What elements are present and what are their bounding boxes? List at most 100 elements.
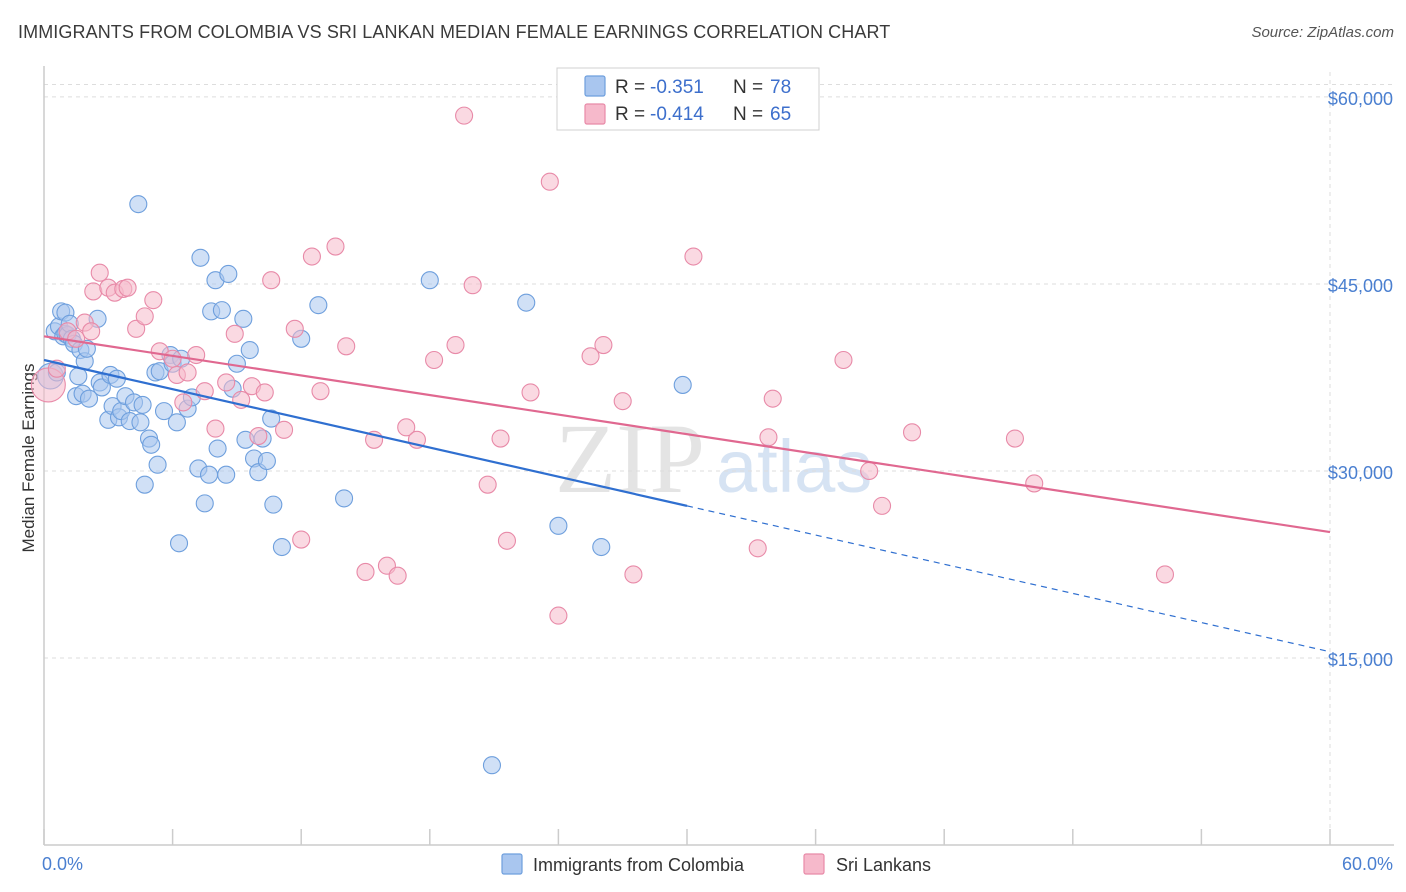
colombia-point-60: [234, 309, 253, 328]
colombia-point-44: [169, 534, 189, 553]
colombia-point-69: [272, 537, 291, 557]
legend-n-label-pink: N =: [733, 104, 763, 125]
y-tick-label-3: $60,000: [1328, 89, 1393, 109]
srilankan-point-48: [491, 429, 510, 448]
colombia-point-33: [133, 395, 152, 414]
axes: [43, 66, 1394, 846]
srilankan-point-50: [521, 383, 540, 402]
srilankan-point-44: [446, 335, 465, 355]
colombia-point-75: [517, 293, 536, 312]
legend-bottom-label-blue: Immigrants from Colombia: [533, 855, 745, 875]
colombia-point-67: [262, 409, 281, 428]
chart-title: IMMIGRANTS FROM COLOMBIA VS SRI LANKAN M…: [18, 22, 891, 42]
colombia-point-36: [142, 435, 161, 454]
srilankan-point-64: [902, 423, 922, 442]
colombia-point-43: [167, 413, 186, 432]
legend-n-value-blue: 78: [770, 77, 791, 98]
colombia-point-31: [129, 195, 148, 214]
source-label: Source: ZipAtlas.com: [1251, 24, 1394, 41]
srilankan-point-63: [872, 496, 892, 515]
legend-swatch-pink: [584, 103, 606, 125]
y-tick-label-0: $15,000: [1328, 650, 1393, 670]
srilankan-point-24: [225, 324, 244, 343]
colombia-point-74: [482, 756, 502, 775]
watermark-zip: ZIP: [555, 403, 705, 514]
srilankan-point-47: [478, 475, 497, 494]
srilankan-point-18: [174, 393, 193, 412]
colombia-point-57: [219, 264, 238, 284]
colombia-point-49: [191, 248, 210, 267]
srilankan-point-5: [82, 322, 101, 341]
colombia-point-72: [335, 489, 354, 508]
colombia-point-77: [592, 537, 611, 557]
srilankan-point-7: [90, 263, 109, 282]
srilankan-point-3: [67, 329, 86, 348]
colombia-point-73: [420, 271, 439, 290]
srilankan-point-30: [275, 420, 294, 439]
watermark-atlas: atlas: [716, 425, 872, 508]
srilankan-point-54: [594, 335, 613, 355]
srilankan-point-35: [326, 237, 345, 256]
srilankan-point-45: [455, 106, 474, 125]
srilankan-point-57: [684, 247, 703, 266]
colombia-point-76: [549, 516, 568, 535]
x-tick-labels: 0.0% 60.0%: [42, 854, 1393, 874]
srilankan-point-16: [163, 349, 182, 368]
legend-bottom: Immigrants from Colombia Sri Lankans: [501, 853, 931, 875]
colombia-point-51: [199, 465, 219, 484]
srilankan-point-67: [1155, 565, 1175, 584]
y-axis-label: Median Female Earnings: [19, 364, 38, 553]
srilankan-point-13: [135, 307, 154, 326]
srilankan-point-53: [581, 347, 600, 366]
colombia-point-78: [673, 375, 692, 394]
y-tick-label-1: $30,000: [1328, 463, 1393, 483]
legend-r-label-blue: R =: [615, 77, 645, 98]
srilankan-point-27: [249, 427, 268, 446]
srilankan-point-62: [860, 461, 879, 481]
colombia-point-66: [257, 451, 276, 471]
legend-top: R = -0.351 N = 78 R = -0.414 N = 65: [556, 67, 820, 131]
colombia-point-21: [92, 378, 111, 397]
trend-line-srilankan: [43, 335, 1331, 534]
srilankan-point-52: [549, 606, 568, 625]
srilankan-point-55: [613, 392, 632, 411]
legend-r-value-pink: -0.414: [650, 104, 704, 125]
srilankan-point-32: [292, 530, 311, 549]
legend-bottom-label-pink: Sri Lankans: [836, 855, 931, 875]
srilankan-point-11: [118, 278, 137, 297]
srilankan-point-34: [311, 382, 330, 401]
legend-bottom-swatch-blue: [501, 853, 523, 875]
srilankan-point-29: [262, 271, 281, 290]
srilankan-point-58: [748, 539, 767, 558]
srilankan-point-51: [540, 172, 559, 191]
legend-n-value-pink: 65: [770, 104, 791, 125]
trend-line-colombia: [43, 358, 688, 507]
series-srilankan-points: [30, 106, 1175, 625]
srilankan-point-6: [84, 282, 103, 301]
srilankan-point-59: [759, 428, 778, 447]
srilankan-point-12: [127, 319, 146, 338]
srilankan-point-56: [624, 565, 643, 584]
trend-lines: [43, 335, 1331, 653]
colombia-point-56: [217, 465, 236, 484]
srilankan-point-31: [285, 319, 304, 338]
srilankan-point-66: [1025, 474, 1044, 493]
srilankan-point-37: [356, 562, 375, 582]
srilankan-point-23: [217, 373, 236, 392]
colombia-point-32: [131, 413, 150, 432]
colombia-point-34: [135, 475, 154, 494]
x-tick-label-1: 60.0%: [1342, 854, 1393, 874]
srilankan-point-14: [144, 291, 163, 310]
srilankan-point-61: [834, 350, 853, 370]
srilankan-point-19: [178, 363, 197, 382]
colombia-point-55: [212, 301, 231, 320]
colombia-point-68: [264, 495, 283, 514]
colombia-point-50: [195, 494, 214, 513]
y-tick-labels: $15,000 $30,000 $45,000 $60,000: [1328, 89, 1393, 670]
y-tick-label-2: $45,000: [1328, 276, 1393, 296]
srilankan-point-33: [302, 247, 321, 266]
srilankan-point-60: [763, 389, 782, 408]
colombia-point-62: [240, 340, 259, 360]
srilankan-point-43: [425, 350, 444, 370]
